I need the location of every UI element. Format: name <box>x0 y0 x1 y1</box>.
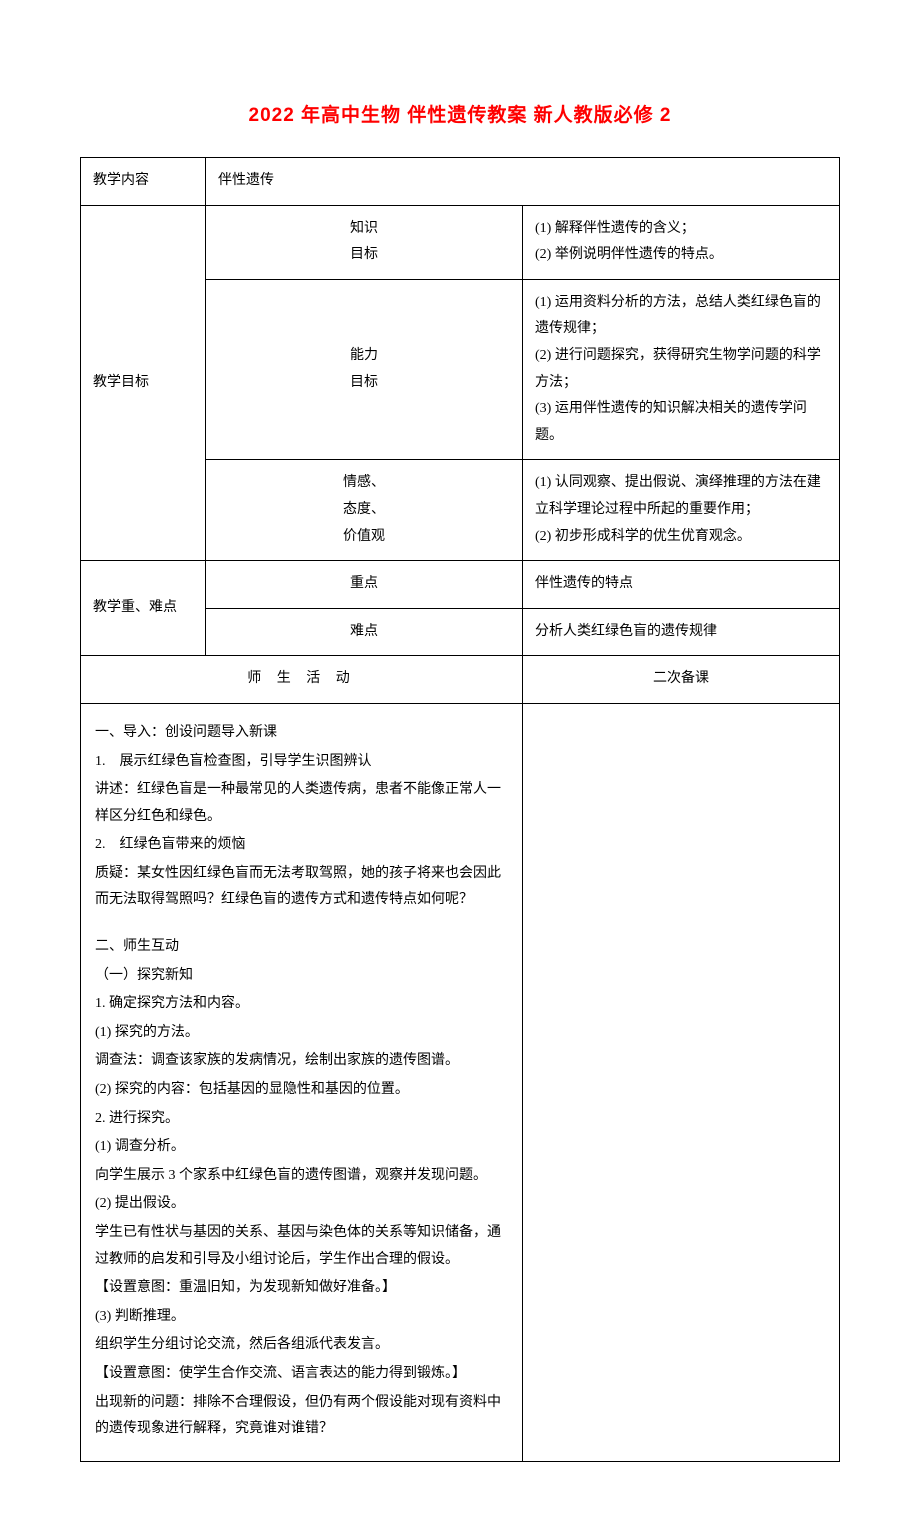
sub-knowledge: 知识 目标 <box>206 205 523 279</box>
label-focus: 教学重、难点 <box>81 561 206 656</box>
activity-line: (3) 判断推理。 <box>95 1304 508 1331</box>
text-attitude: (1) 认同观察、提出假说、演绎推理的方法在建立科学理论过程中所起的重要作用； … <box>523 460 840 561</box>
activity-line: 学生已有性状与基因的关系、基因与染色体的关系等知识储备，通过教师的启发和引导及小… <box>95 1220 508 1273</box>
activity-line: 组织学生分组讨论交流，然后各组派代表发言。 <box>95 1332 508 1359</box>
value-teaching-content: 伴性遗传 <box>206 158 840 206</box>
activity-line: 调查法：调查该家族的发病情况，绘制出家族的遗传图谱。 <box>95 1048 508 1075</box>
sub-difficulty: 难点 <box>206 608 523 656</box>
sub-attitude: 情感、 态度、 价值观 <box>206 460 523 561</box>
activity-line: 1. 确定探究方法和内容。 <box>95 991 508 1018</box>
row-goal-knowledge: 教学目标 知识 目标 (1) 解释伴性遗传的含义； (2) 举例说明伴性遗传的特… <box>81 205 840 279</box>
sub-ability: 能力 目标 <box>206 279 523 460</box>
text-difficulty: 分析人类红绿色盲的遗传规律 <box>523 608 840 656</box>
activity-line: (2) 提出假设。 <box>95 1191 508 1218</box>
row-activities-body: 一、导入：创设问题导入新课1. 展示红绿色盲检查图，引导学生识图辨认讲述：红绿色… <box>81 703 840 1461</box>
row-keypoint: 教学重、难点 重点 伴性遗传的特点 <box>81 561 840 609</box>
activity-line: 讲述：红绿色盲是一种最常见的人类遗传病，患者不能像正常人一样区分红色和绿色。 <box>95 777 508 830</box>
document-title: 2022 年高中生物 伴性遗传教案 新人教版必修 2 <box>80 100 840 127</box>
blank-line <box>95 916 508 934</box>
second-prep-content <box>523 703 840 1461</box>
activity-line: 【设置意图：使学生合作交流、语言表达的能力得到锻炼。】 <box>95 1361 508 1388</box>
label-teaching-goals: 教学目标 <box>81 205 206 561</box>
activity-line: (1) 调查分析。 <box>95 1134 508 1161</box>
page: 2022 年高中生物 伴性遗传教案 新人教版必修 2 教学内容 伴性遗传 教学目… <box>0 0 920 1522</box>
activity-line: (2) 探究的内容：包括基因的显隐性和基因的位置。 <box>95 1077 508 1104</box>
lesson-plan-table: 教学内容 伴性遗传 教学目标 知识 目标 (1) 解释伴性遗传的含义； (2) … <box>80 157 840 1462</box>
activity-line: 二、师生互动 <box>95 934 508 961</box>
text-ability: (1) 运用资料分析的方法，总结人类红绿色盲的遗传规律； (2) 进行问题探究，… <box>523 279 840 460</box>
activity-line: 2. 进行探究。 <box>95 1106 508 1133</box>
activity-line: 一、导入：创设问题导入新课 <box>95 720 508 747</box>
activities-content: 一、导入：创设问题导入新课1. 展示红绿色盲检查图，引导学生识图辨认讲述：红绿色… <box>81 703 523 1461</box>
activity-line: 2. 红绿色盲带来的烦恼 <box>95 832 508 859</box>
sub-keypoint: 重点 <box>206 561 523 609</box>
row-teaching-content: 教学内容 伴性遗传 <box>81 158 840 206</box>
text-keypoint: 伴性遗传的特点 <box>523 561 840 609</box>
activity-line: (1) 探究的方法。 <box>95 1020 508 1047</box>
header-activities: 师 生 活 动 <box>81 656 523 704</box>
text-knowledge: (1) 解释伴性遗传的含义； (2) 举例说明伴性遗传的特点。 <box>523 205 840 279</box>
activity-line: 出现新的问题：排除不合理假设，但仍有两个假设能对现有资料中的遗传现象进行解释，究… <box>95 1390 508 1443</box>
activity-line: 1. 展示红绿色盲检查图，引导学生识图辨认 <box>95 749 508 776</box>
row-activities-header: 师 生 活 动 二次备课 <box>81 656 840 704</box>
activity-line: 向学生展示 3 个家系中红绿色盲的遗传图谱，观察并发现问题。 <box>95 1163 508 1190</box>
activity-line: 【设置意图：重温旧知，为发现新知做好准备。】 <box>95 1275 508 1302</box>
header-second-prep: 二次备课 <box>523 656 840 704</box>
activity-line: （一）探究新知 <box>95 963 508 990</box>
label-teaching-content: 教学内容 <box>81 158 206 206</box>
activity-line: 质疑：某女性因红绿色盲而无法考取驾照，她的孩子将来也会因此而无法取得驾照吗？红绿… <box>95 861 508 914</box>
